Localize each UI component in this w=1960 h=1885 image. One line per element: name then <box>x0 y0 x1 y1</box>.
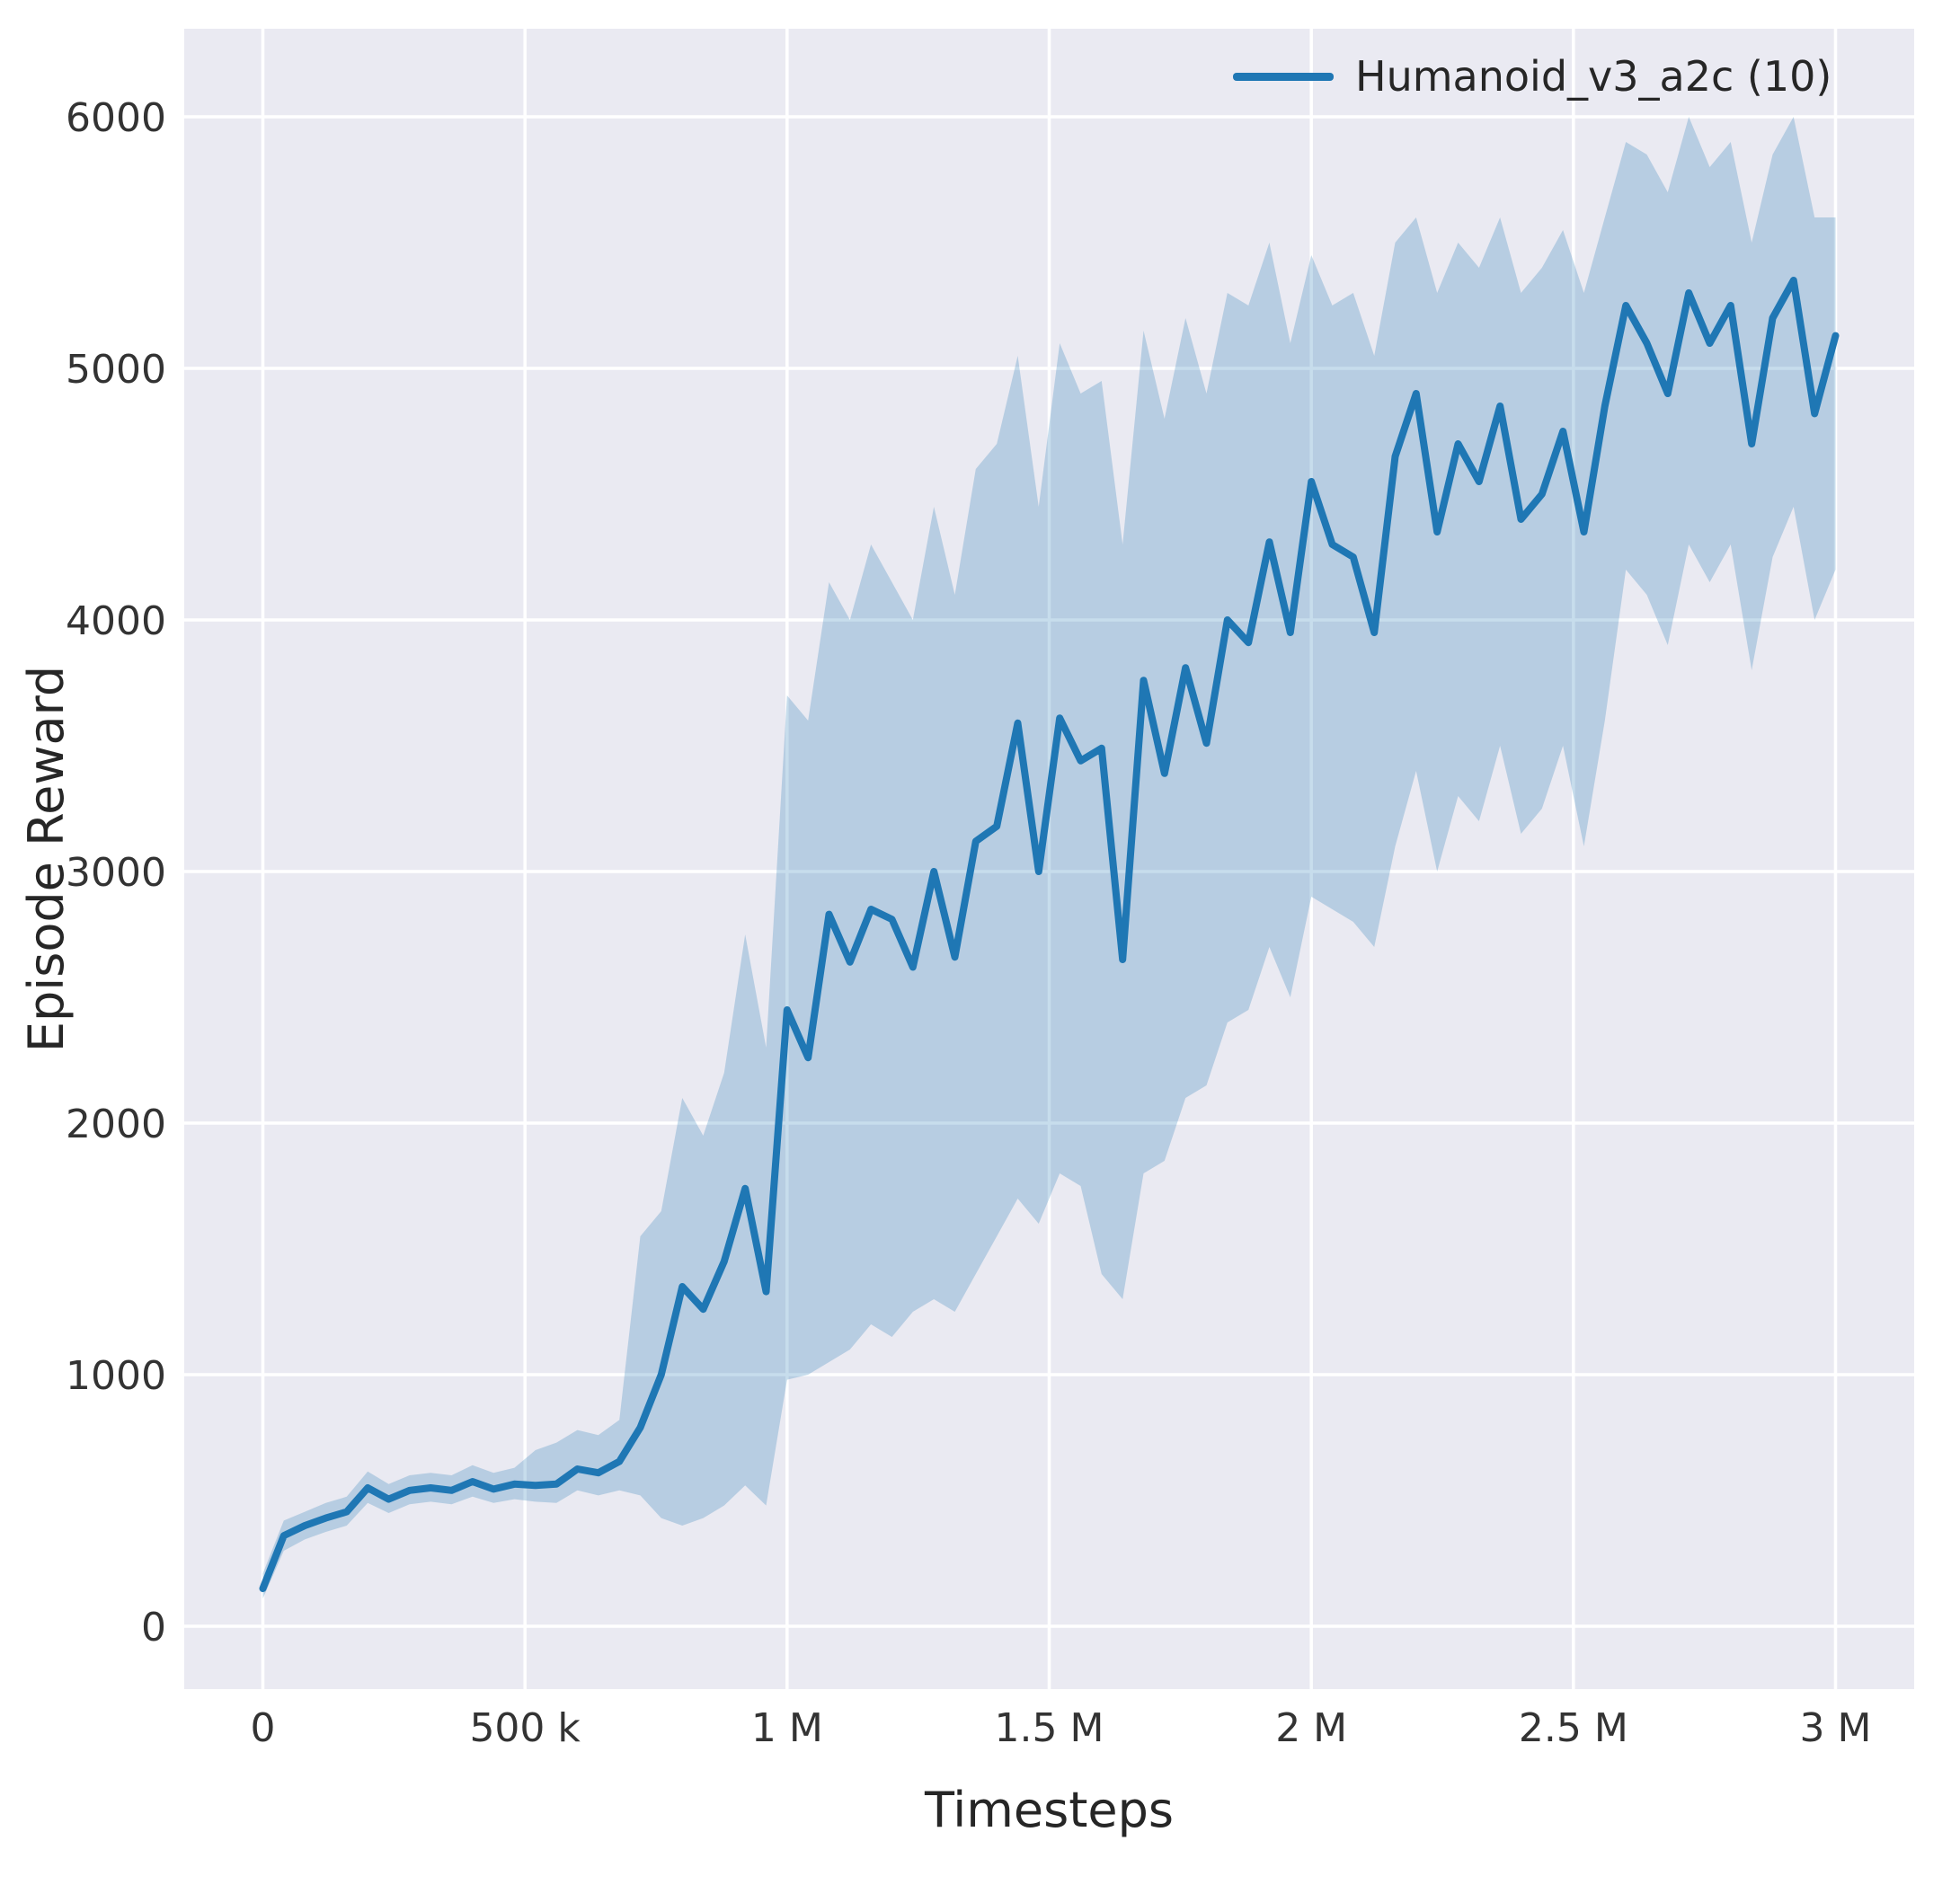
y-tick-label: 3000 <box>66 850 166 896</box>
y-tick-label: 0 <box>141 1605 166 1650</box>
y-tick-label: 2000 <box>66 1102 166 1147</box>
mean-reward-line <box>259 277 1840 1592</box>
y-tick-label: 6000 <box>66 95 166 141</box>
legend-label: Humanoid_v3_a2c (10) <box>1355 52 1832 101</box>
x-tick-label: 3 M <box>1800 1705 1872 1751</box>
x-tick-label: 0 <box>251 1705 276 1751</box>
y-tick-label: 4000 <box>66 598 166 644</box>
confidence-band <box>262 117 1836 1599</box>
legend-line-swatch <box>1233 72 1334 81</box>
x-axis-label: Timesteps <box>924 1782 1175 1838</box>
x-tick-label: 2.5 M <box>1519 1705 1628 1751</box>
x-tick-label: 1.5 M <box>995 1705 1104 1751</box>
y-axis-label: Episode Reward <box>18 665 75 1053</box>
y-tick-label: 1000 <box>66 1353 166 1399</box>
y-tick-label: 5000 <box>66 347 166 393</box>
x-tick-label: 500 k <box>469 1705 581 1751</box>
legend: Humanoid_v3_a2c (10) <box>1224 47 1840 106</box>
x-tick-label: 2 M <box>1275 1705 1347 1751</box>
x-tick-label: 1 M <box>751 1705 823 1751</box>
